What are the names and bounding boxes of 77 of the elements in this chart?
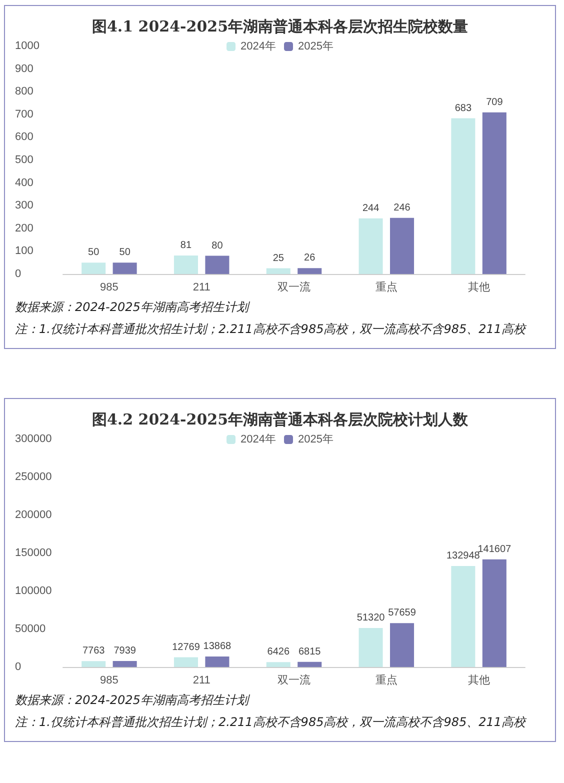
y-tick-label: 600	[15, 131, 34, 144]
y-tick-label: 1000	[15, 40, 40, 52]
x-tick-label: 其他	[468, 280, 490, 294]
bar	[390, 623, 414, 667]
chart-title: 图4.2 2024-2025年湖南普通本科各层次院校计划人数	[92, 410, 470, 428]
legend-label: 2024年	[240, 40, 276, 52]
bar	[390, 218, 414, 274]
x-tick-label: 211	[192, 282, 210, 294]
y-tick-label: 500	[15, 154, 34, 166]
y-tick-label: 300000	[15, 433, 52, 445]
bar	[358, 628, 383, 667]
data-label: 6815	[298, 646, 322, 658]
y-tick-label: 50000	[15, 623, 46, 635]
bar	[112, 262, 137, 274]
bar	[298, 268, 322, 274]
data-label: 26	[304, 252, 316, 264]
bar	[174, 657, 198, 667]
legend-label: 2024年	[240, 434, 276, 446]
data-label: 6426	[267, 646, 290, 658]
bar	[451, 566, 476, 667]
bar	[112, 660, 137, 667]
bar	[298, 662, 322, 667]
data-label: 132948	[446, 550, 480, 562]
data-label: 51320	[356, 612, 386, 624]
chart-title: 图4.1 2024-2025年湖南普通本科各层次招生院校数量	[92, 18, 468, 36]
data-label: 57659	[388, 608, 416, 619]
text: 注：1.仅统计本科普通批次招生计划；2.211高校不含985高校，双一流高校不含985、211高校	[15, 714, 528, 731]
data-label: 80	[212, 240, 224, 252]
data-label: 7939	[114, 645, 136, 656]
data-label: 12769	[172, 642, 200, 653]
bar	[482, 112, 506, 274]
bar	[82, 262, 106, 274]
source-note: 数据来源：2024-2025年湖南高考招生计划	[15, 692, 251, 709]
bar	[205, 656, 230, 667]
data-label: 7763	[82, 646, 106, 657]
y-tick-label: 200000	[15, 509, 52, 521]
x-tick-label: 双一流	[278, 674, 310, 686]
y-tick-label: 900	[15, 62, 34, 75]
data-label: 25	[272, 252, 284, 264]
x-tick-label: 985	[100, 282, 118, 294]
data-label: 50	[88, 247, 100, 258]
legend-label: 2025年	[298, 434, 334, 446]
y-tick-label: 150000	[15, 547, 52, 559]
y-tick-label: 800	[15, 86, 34, 98]
y-tick-label: 0	[15, 661, 22, 673]
source-note: 数据来源：2024-2025年湖南高考招生计划	[15, 299, 251, 316]
x-tick-label: 重点	[375, 674, 398, 686]
bar	[82, 661, 106, 667]
data-label: 50	[119, 247, 131, 258]
x-tick-label: 985	[100, 674, 118, 686]
data-label: 13868	[203, 640, 232, 652]
legend-label: 2025年	[298, 40, 334, 52]
bar	[482, 559, 506, 667]
y-tick-label: 200	[15, 222, 34, 234]
bar	[266, 268, 290, 274]
x-tick-label: 双一流	[278, 280, 310, 294]
x-tick-label: 211	[192, 674, 210, 686]
data-label: 244	[362, 202, 380, 214]
x-tick-label: 重点	[375, 280, 398, 294]
y-tick-label: 300	[15, 200, 34, 212]
y-tick-label: 0	[15, 268, 22, 280]
y-tick-label: 400	[15, 176, 34, 189]
y-tick-label: 700	[15, 108, 34, 120]
text: 注：1.仅统计本科普通批次招生计划；2.211高校不含985高校，双一流高校不含985、211高校	[15, 321, 528, 338]
data-label: 683	[454, 102, 472, 114]
bar	[266, 662, 290, 667]
bar	[205, 256, 230, 274]
y-tick-label: 100	[15, 245, 34, 258]
data-label: 81	[180, 240, 192, 252]
data-label: 246	[394, 202, 411, 214]
x-tick-label: 其他	[468, 674, 490, 686]
y-tick-label: 100000	[15, 585, 52, 597]
bar	[174, 256, 198, 274]
data-label: 709	[486, 96, 504, 108]
bar	[451, 118, 476, 274]
y-tick-label: 250000	[15, 471, 52, 483]
bar	[358, 218, 383, 274]
